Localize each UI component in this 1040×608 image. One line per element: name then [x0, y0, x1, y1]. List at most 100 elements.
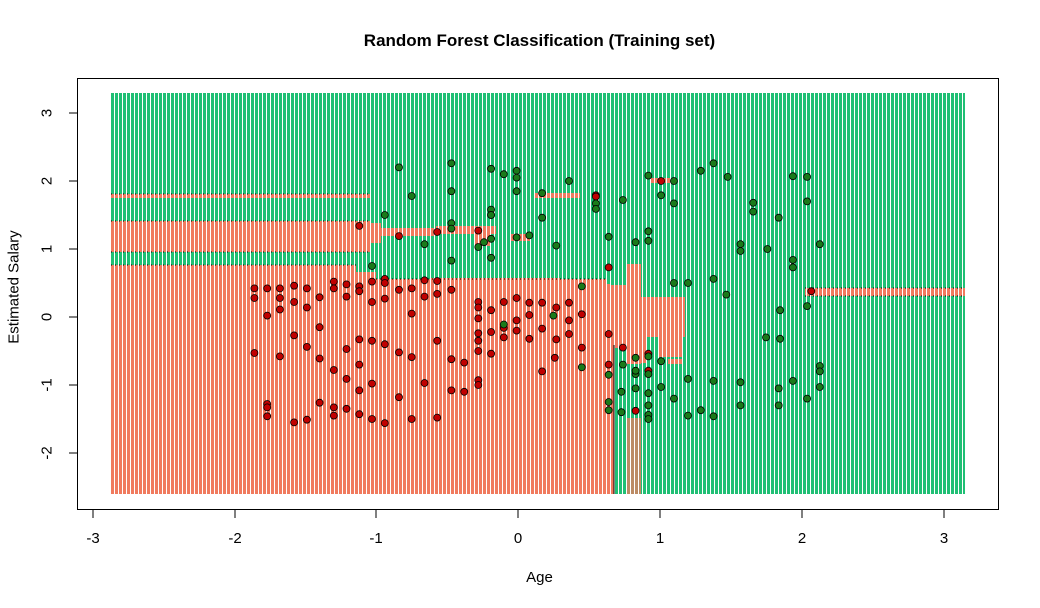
data-point — [487, 253, 496, 262]
data-point — [631, 353, 640, 362]
data-point — [550, 353, 559, 362]
data-point — [433, 277, 442, 285]
data-point — [355, 221, 364, 230]
data-point — [670, 279, 678, 287]
data-point — [380, 419, 389, 428]
data-point — [789, 172, 797, 181]
data-point — [407, 192, 416, 200]
data-point — [774, 401, 783, 410]
data-point — [670, 177, 678, 185]
data-point — [290, 281, 299, 290]
data-point — [474, 329, 483, 338]
data-point — [525, 231, 534, 240]
data-point — [480, 238, 488, 247]
x-tick-label: 3 — [939, 530, 949, 547]
data-point — [631, 384, 640, 393]
data-point — [474, 226, 483, 235]
data-point — [552, 303, 561, 312]
data-point — [407, 415, 416, 423]
data-point — [474, 381, 483, 389]
data-point — [657, 357, 665, 366]
data-point — [368, 336, 376, 345]
decision-regions — [111, 93, 965, 494]
data-point — [447, 224, 456, 233]
data-point — [487, 328, 496, 336]
data-point — [749, 207, 758, 216]
data-point — [657, 191, 665, 200]
data-point — [815, 240, 824, 249]
data-point — [565, 298, 573, 307]
data-point — [380, 279, 389, 287]
data-point — [395, 348, 403, 357]
data-point — [315, 354, 324, 363]
data-point — [604, 370, 613, 379]
x-tick-label: -2 — [228, 530, 242, 547]
data-point — [670, 199, 678, 208]
data-point — [774, 384, 783, 393]
data-point — [275, 352, 284, 361]
data-points — [250, 159, 824, 428]
data-point — [803, 302, 811, 311]
data-point — [604, 232, 613, 241]
data-point — [617, 387, 626, 396]
data-point — [499, 333, 508, 342]
data-point — [355, 386, 364, 395]
data-point — [565, 330, 573, 338]
data-point — [577, 363, 586, 372]
data-point — [460, 387, 469, 396]
data-point — [355, 287, 364, 296]
data-point — [433, 289, 442, 298]
data-point — [302, 415, 311, 424]
data-point — [342, 374, 351, 383]
region-boundaries — [111, 193, 965, 297]
data-point — [499, 170, 508, 179]
data-point — [407, 353, 416, 362]
data-point — [263, 403, 272, 412]
data-point — [499, 320, 508, 329]
data-point — [723, 172, 732, 181]
data-point — [604, 330, 613, 338]
data-point — [631, 366, 640, 375]
data-point — [329, 403, 338, 412]
data-point — [250, 294, 259, 302]
data-point — [644, 352, 653, 361]
data-point — [577, 343, 586, 352]
data-point — [315, 323, 324, 332]
data-point — [433, 336, 442, 345]
data-point — [684, 411, 692, 420]
data-point — [604, 406, 613, 415]
data-point — [499, 298, 508, 306]
data-point — [395, 163, 403, 172]
data-point — [604, 263, 613, 272]
data-point — [552, 335, 561, 344]
data-point — [552, 241, 561, 250]
data-point — [380, 340, 389, 349]
data-point — [474, 336, 483, 345]
data-point — [736, 378, 745, 387]
data-point — [315, 398, 324, 407]
data-point — [709, 412, 718, 421]
data-point — [395, 285, 403, 294]
data-point — [342, 345, 351, 353]
data-point — [275, 305, 284, 314]
data-point — [538, 298, 546, 307]
data-point — [447, 355, 456, 364]
data-point — [433, 413, 442, 422]
data-point — [342, 404, 351, 413]
data-point — [538, 213, 546, 222]
data-point — [290, 298, 299, 306]
chart-title: Random Forest Classification (Training s… — [363, 31, 716, 50]
data-point — [302, 284, 311, 293]
data-point — [736, 240, 745, 249]
plot-frame — [77, 78, 999, 510]
data-point — [565, 177, 573, 185]
data-point — [487, 349, 496, 358]
data-point — [315, 293, 324, 302]
data-point — [789, 255, 797, 264]
x-tick-label: 1 — [655, 530, 665, 547]
data-point — [644, 415, 653, 423]
data-point — [538, 367, 546, 376]
data-point — [275, 294, 284, 302]
data-point — [763, 245, 772, 253]
data-point — [290, 331, 299, 340]
